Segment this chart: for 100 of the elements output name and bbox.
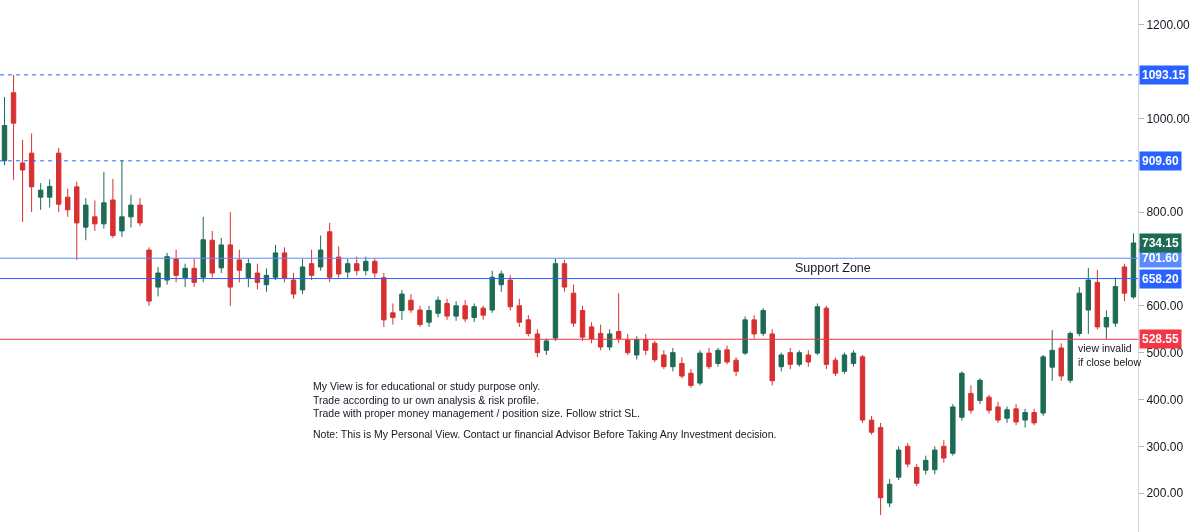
candlestick	[995, 401, 1001, 424]
candlestick	[561, 259, 568, 293]
candlestick	[209, 230, 215, 279]
candlestick	[426, 305, 432, 328]
candlestick	[37, 182, 44, 211]
candlestick	[778, 352, 784, 372]
candlestick	[579, 305, 586, 342]
y-tick-label: 800.00	[1146, 205, 1184, 220]
candlestick	[381, 272, 387, 328]
candlestick	[859, 354, 866, 424]
annotation: Note: This is My Personal View. Contact ur financial Advisor Before Taking Any Investment decision.	[313, 428, 777, 440]
candlestick	[10, 74, 17, 181]
candlestick	[19, 139, 26, 223]
candlestick	[941, 439, 947, 464]
annotation: view invalid if close below	[1078, 342, 1142, 368]
candlestick	[335, 245, 342, 279]
candlestick	[986, 394, 992, 415]
candlestick	[498, 270, 504, 293]
y-tick-label: 400.00	[1146, 392, 1184, 407]
candlestick	[453, 300, 459, 322]
candlestick	[751, 314, 757, 340]
candlestick	[155, 266, 161, 297]
candlestick	[507, 274, 514, 311]
candlestick	[83, 197, 89, 241]
y-tick-label: 600.00	[1146, 299, 1184, 314]
candlestick	[1130, 232, 1137, 300]
candlestick	[236, 249, 243, 283]
candlestick	[733, 356, 739, 377]
candlestick	[652, 340, 658, 363]
candlestick	[363, 256, 369, 276]
candlestick	[182, 263, 188, 288]
candlestick	[968, 384, 974, 415]
candlestick	[191, 258, 197, 288]
candlestick	[904, 442, 911, 468]
candlestick	[1121, 263, 1128, 302]
candlestick	[643, 333, 649, 356]
candlestick	[923, 455, 929, 475]
candlestick	[634, 335, 640, 361]
candlestick	[1103, 309, 1110, 341]
y-tick-label: 500.00	[1146, 345, 1184, 360]
candlestick	[354, 256, 360, 276]
candlestick	[1049, 329, 1055, 382]
candlestick	[525, 314, 532, 337]
ref-line-label: 1093.15	[1142, 68, 1186, 82]
candlestick	[895, 445, 902, 481]
y-tick-label: 300.00	[1146, 439, 1184, 454]
candlestick	[1004, 405, 1010, 424]
candlestick	[417, 305, 423, 328]
candlestick	[588, 321, 595, 344]
candlestick	[372, 258, 378, 279]
candlestick	[227, 211, 234, 307]
y-tick-label: 1200.00	[1146, 18, 1191, 33]
candlestick	[245, 258, 252, 288]
candlestick	[1031, 408, 1037, 426]
candlestick	[55, 147, 62, 213]
y-tick-label: 1000.00	[1146, 111, 1191, 126]
candlestick	[787, 347, 793, 370]
candlestick	[164, 252, 170, 286]
candlestick	[200, 216, 206, 283]
candlestick	[1058, 342, 1064, 382]
candlestick	[1022, 408, 1028, 429]
candlestick	[462, 299, 468, 323]
candlestick	[390, 302, 396, 326]
candlestick	[624, 333, 631, 356]
candlestick	[841, 352, 848, 375]
candlestick	[959, 370, 965, 422]
candlestick	[308, 249, 315, 281]
candlestick	[688, 368, 694, 389]
candlestick	[92, 199, 98, 232]
ref-line-label: 528.55	[1142, 332, 1180, 346]
candlestick	[435, 295, 441, 319]
candlestick	[1076, 286, 1083, 337]
candlestick	[615, 292, 622, 344]
candlestick	[886, 478, 893, 508]
candlestick	[552, 258, 559, 342]
candlestick	[1013, 403, 1019, 426]
candlestick	[263, 267, 270, 293]
y-tick-label: 200.00	[1146, 486, 1184, 501]
ref-line-label: 909.60	[1142, 154, 1180, 168]
candlestick	[173, 249, 179, 283]
candlestick	[128, 194, 134, 229]
candlestick	[137, 197, 143, 227]
candlestick	[471, 302, 477, 323]
annotation: Support Zone	[795, 261, 871, 275]
candlestick	[805, 349, 812, 368]
candlestick	[326, 222, 333, 283]
candlestick	[877, 422, 884, 516]
candlestick	[254, 263, 261, 290]
candlestick	[570, 284, 577, 328]
ref-line-label: 658.20	[1142, 272, 1180, 286]
candlestick	[1094, 269, 1101, 330]
candlestick	[697, 349, 703, 386]
candlestick	[345, 258, 351, 279]
candlestick	[272, 244, 279, 281]
candlestick	[715, 347, 721, 368]
candlestick	[597, 324, 604, 351]
candlestick	[444, 298, 450, 321]
candlestick	[28, 132, 35, 213]
candlestick	[679, 356, 685, 379]
candlestick	[760, 307, 766, 337]
